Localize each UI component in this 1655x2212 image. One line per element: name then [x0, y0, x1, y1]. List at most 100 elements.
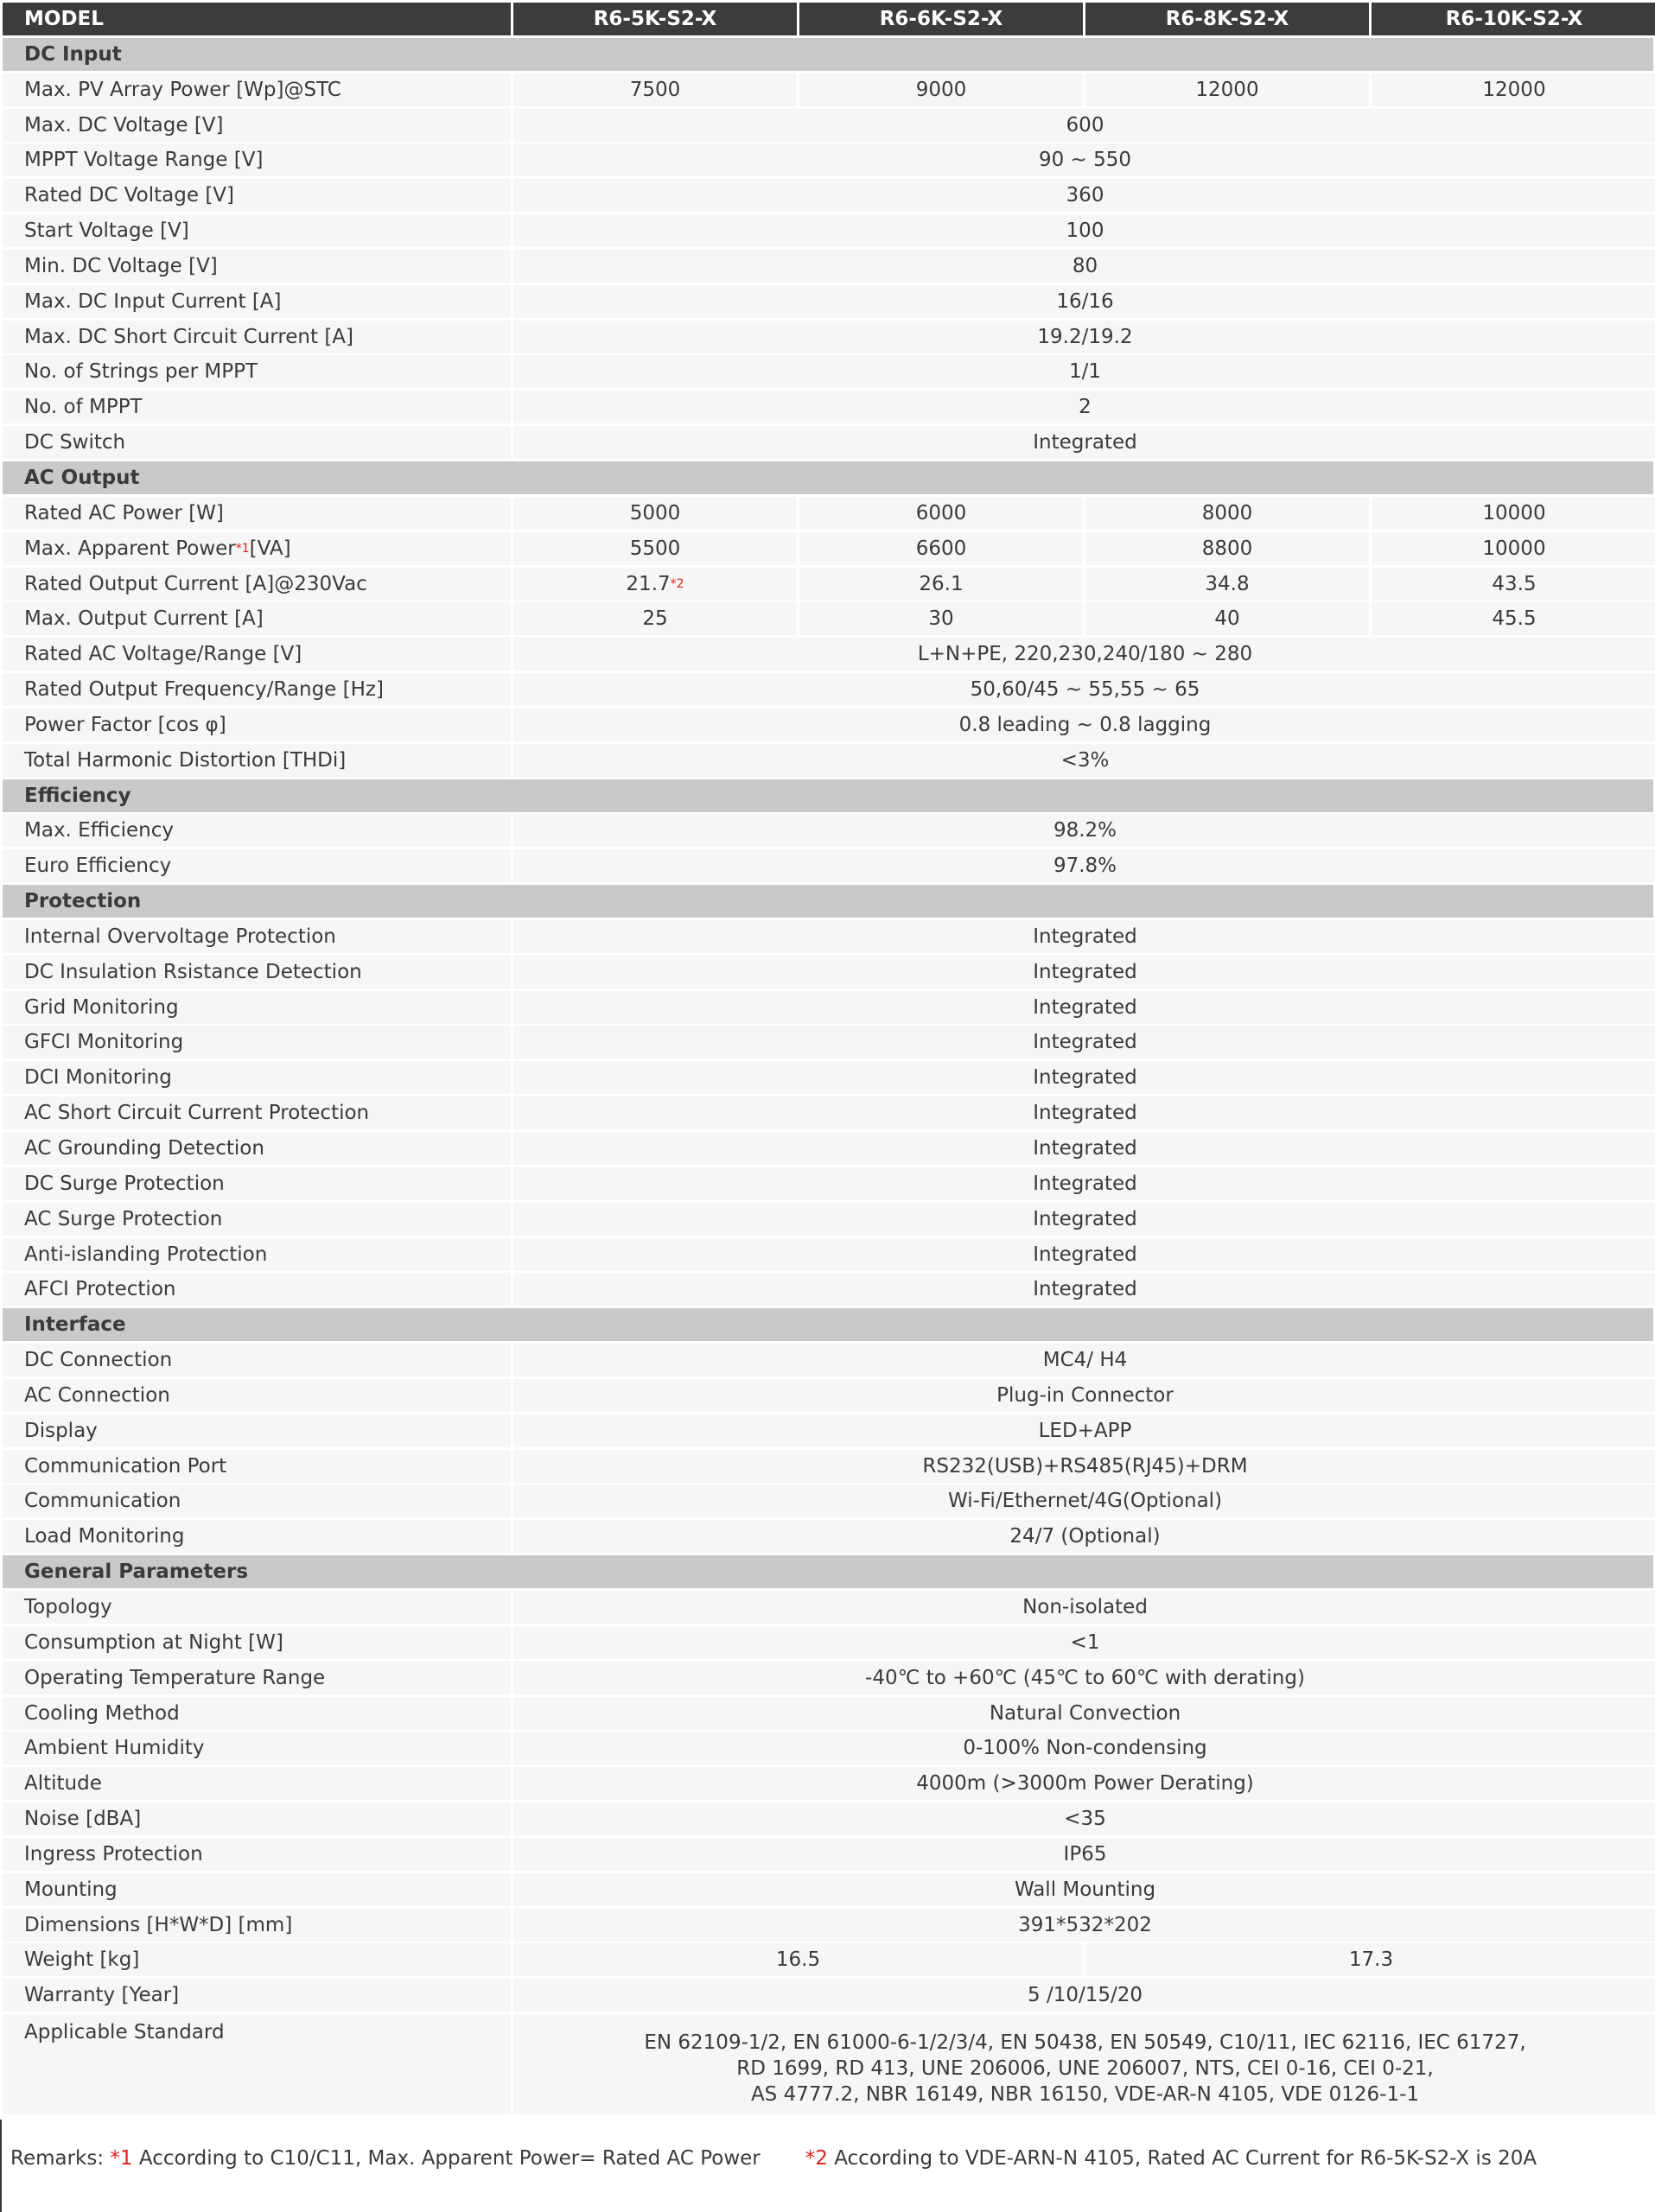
table-row: Load Monitoring 24/7 (Optional) [3, 1520, 1655, 1554]
row-label: Rated DC Voltage [V] [3, 179, 511, 213]
row-value: 5000 [513, 496, 797, 530]
row-value-text: 7500 [629, 78, 681, 101]
row-value: 6600 [799, 531, 1083, 565]
table-row: No. of MPPT 2 [3, 391, 1655, 424]
row-value: LED+APP [513, 1414, 1655, 1447]
row-label-text: Communication Port [24, 1454, 227, 1478]
row-value-text: 30 [928, 607, 954, 631]
row-label-text: Rated Output Frequency/Range [Hz] [24, 678, 384, 702]
row-value: 8000 [1085, 496, 1369, 530]
row-value: 5 /10/15/20 [513, 1979, 1655, 2012]
table-header: MODEL R6-5K-S2-X R6-6K-S2-X R6-8K-S2-X R… [3, 3, 1655, 35]
table-row: Min. DC Voltage [V] 80 [3, 249, 1655, 283]
row-value: 600 [513, 108, 1655, 142]
row-label-text: Altitude [24, 1772, 102, 1796]
row-label: Max. DC Voltage [V] [3, 108, 511, 142]
table-row: Ingress Protection IP65 [3, 1837, 1655, 1871]
row-label: DCI Monitoring [3, 1061, 511, 1095]
row-label-text: Start Voltage [V] [24, 219, 189, 243]
row-label: AFCI Protection [3, 1273, 511, 1306]
row-value: 0-100% Non-condensing [513, 1732, 1655, 1765]
row-label: DC Surge Protection [3, 1166, 511, 1200]
row-value: <35 [513, 1802, 1655, 1836]
row-label: DC Insulation Rsistance Detection [3, 955, 511, 988]
header-model-3: R6-8K-S2-X [1085, 3, 1369, 35]
table-row: Ambient Humidity 0-100% Non-condensing [3, 1732, 1655, 1765]
table-row: Dimensions [H*W*D] [mm] 391*532*202 [3, 1908, 1655, 1942]
row-label-text: Ingress Protection [24, 1842, 203, 1866]
row-label: Altitude [3, 1767, 511, 1801]
row-label-text: AC Surge Protection [24, 1207, 223, 1230]
row-value: Integrated [513, 1273, 1655, 1306]
row-label: Power Factor [cos φ] [3, 708, 511, 741]
row-value: Integrated [513, 1237, 1655, 1271]
row-label-text: Internal Overvoltage Protection [24, 925, 336, 948]
row-value: Integrated [513, 1096, 1655, 1130]
row-label-text: Max. PV Array Power [Wp]@STC [24, 78, 341, 101]
table-row: Applicable Standard EN 62109-1/2, EN 6100… [3, 2014, 1655, 2115]
row-label-text: AC Short Circuit Current Protection [24, 1102, 370, 1125]
row-value: 5500 [513, 531, 797, 565]
header-model-2: R6-6K-S2-X [799, 3, 1083, 35]
row-label: Applicable Standard [3, 2014, 511, 2115]
row-label-text: Applicable Standard [24, 2021, 225, 2044]
table-row: AC Surge Protection Integrated [3, 1202, 1655, 1236]
row-value: 0.8 leading ~ 0.8 lagging [513, 708, 1655, 741]
section-header: AC Output [3, 461, 1653, 494]
section-title: AC Output [24, 466, 140, 489]
remark-1-text: According to C10/C11, Max. Apparent Powe… [132, 2147, 761, 2170]
header-model-1: R6-5K-S2-X [513, 3, 797, 35]
table-row: No. of Strings per MPPT 1/1 [3, 355, 1655, 389]
row-label: Grid Monitoring [3, 990, 511, 1024]
row-value-text: 6000 [915, 501, 967, 524]
table-row: Consumption at Night [W] <1 [3, 1625, 1655, 1659]
row-label: Total Harmonic Distortion [THDi] [3, 743, 511, 777]
row-value: 34.8 [1085, 567, 1369, 601]
section-header: Protection [3, 885, 1653, 918]
row-label-text: Total Harmonic Distortion [THDi] [24, 748, 347, 772]
remark-2-mark: *2 [805, 2147, 828, 2170]
row-label-text: Anti-islanding Protection [24, 1243, 268, 1266]
row-label-text: Grid Monitoring [24, 995, 179, 1019]
section-title: DC Input [24, 42, 122, 66]
table-row: Grid Monitoring Integrated [3, 990, 1655, 1024]
row-label: Dimensions [H*W*D] [mm] [3, 1908, 511, 1942]
table-row: Max. DC Voltage [V] 600 [3, 108, 1655, 142]
row-value: 7500 [513, 73, 797, 106]
row-value: 10000 [1372, 496, 1655, 530]
table-row: MPPT Voltage Range [V] 90 ~ 550 [3, 143, 1655, 177]
row-value: 16/16 [513, 284, 1655, 318]
row-label: AC Surge Protection [3, 1202, 511, 1236]
table-row: DC Insulation Rsistance Detection Integra… [3, 955, 1655, 988]
table-row: Operating Temperature Range -40℃ to +60℃ … [3, 1661, 1655, 1694]
row-label-text: Consumption at Night [W] [24, 1630, 283, 1654]
row-label: Rated Output Current [A]@230Vac [3, 567, 511, 601]
row-label: Euro Efficiency [3, 849, 511, 883]
row-label: Max. DC Short Circuit Current [A] [3, 320, 511, 353]
row-value-text: 9000 [915, 78, 967, 101]
row-label-text: Mounting [24, 1878, 118, 1901]
row-label-text: DC Switch [24, 431, 126, 454]
row-value: 43.5 [1372, 567, 1655, 601]
row-value: RS232(USB)+RS485(RJ45)+DRM [513, 1449, 1655, 1483]
row-value-text: 12000 [1195, 78, 1259, 101]
table-row: Display LED+APP [3, 1414, 1655, 1447]
row-label: Max. PV Array Power [Wp]@STC [3, 73, 511, 106]
section-title: Interface [24, 1313, 126, 1337]
row-value: L+N+PE, 220,230,240/180 ~ 280 [513, 638, 1655, 671]
row-label: Consumption at Night [W] [3, 1625, 511, 1659]
table-row: Max. DC Short Circuit Current [A] 19.2/19… [3, 320, 1655, 353]
row-label: Min. DC Voltage [V] [3, 249, 511, 283]
row-value: 24/7 (Optional) [513, 1520, 1655, 1554]
row-value-text: 34.8 [1205, 572, 1250, 595]
row-value-text: 8800 [1201, 537, 1253, 560]
row-value: 9000 [799, 73, 1083, 106]
row-value: 21.7 *2 [513, 567, 797, 601]
row-value: Wi-Fi/Ethernet/4G(Optional) [513, 1484, 1655, 1518]
row-value: 100 [513, 214, 1655, 248]
row-label: Communication Port [3, 1449, 511, 1483]
row-label: Start Voltage [V] [3, 214, 511, 248]
row-value: 26.1 [799, 567, 1083, 601]
row-label: Max. Efficiency [3, 814, 511, 848]
row-label-text: Operating Temperature Range [24, 1666, 326, 1689]
